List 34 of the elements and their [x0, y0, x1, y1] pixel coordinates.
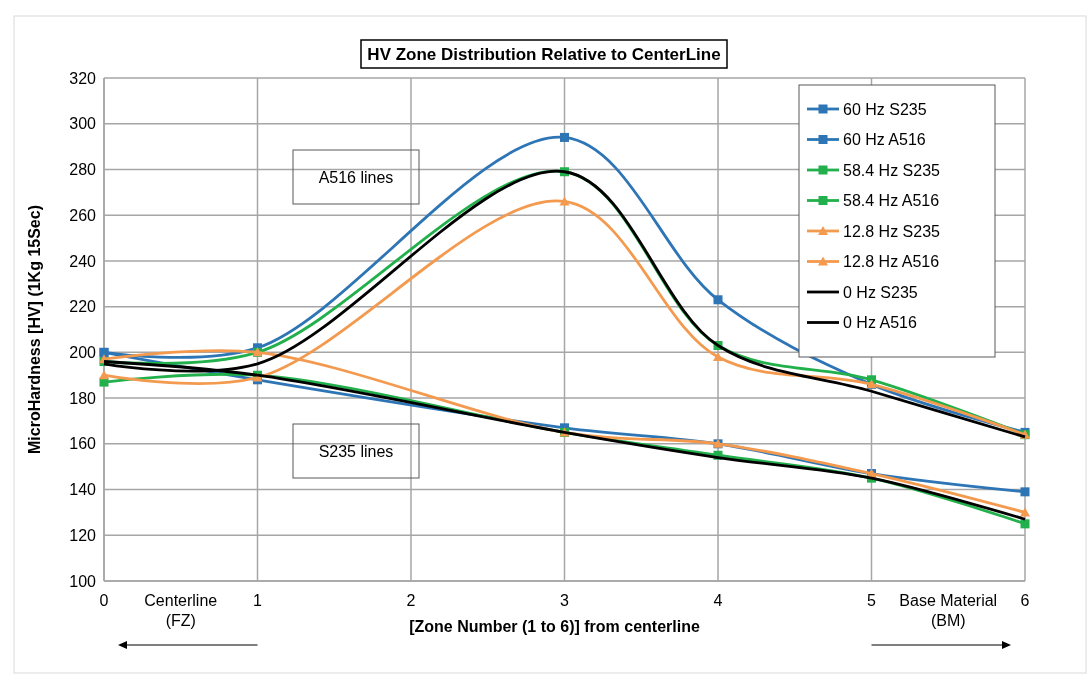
x-tick-label: 2 — [406, 592, 416, 609]
x-tick-label: 6 — [1020, 592, 1030, 609]
y-tick-label: 280 — [69, 161, 97, 179]
text: Base Material (BM) — [899, 592, 998, 629]
annotation: S235 lines — [318, 442, 394, 460]
legend-label: 60 Hz S235 — [843, 100, 927, 118]
x-tick-label: 0 — [99, 592, 109, 609]
y-tick-label: 180 — [69, 389, 97, 407]
y-tick-label: 120 — [69, 526, 97, 544]
legend-label: 12.8 Hz A516 — [843, 253, 940, 271]
legend-label: 58.4 Hz S235 — [843, 161, 941, 179]
chart-title: HV Zone Distribution Relative to CenterLine — [367, 45, 721, 64]
annotation: A516 lines — [318, 168, 394, 186]
y-axis-title: MicroHardness [HV] (1Kg 15Sec) — [26, 205, 43, 454]
x-tick-label: 3 — [560, 592, 570, 609]
y-tick-label: 100 — [69, 572, 97, 590]
y-tick-label: 240 — [69, 252, 97, 270]
y-tick-label: 220 — [69, 298, 97, 316]
y-tick-label: 200 — [69, 343, 97, 361]
text: Centerline (FZ) — [144, 592, 218, 629]
x-tick-label: 1 — [253, 592, 263, 609]
y-tick-label: 140 — [69, 481, 97, 499]
x-axis-title: [Zone Number (1 to 6)] from centerline — [409, 618, 700, 635]
legend-label: 0 Hz A516 — [843, 314, 917, 332]
x-tick-label: 4 — [713, 592, 723, 609]
y-tick-label: 320 — [69, 69, 97, 87]
legend-label: 58.4 Hz A516 — [843, 192, 940, 210]
y-tick-label: 260 — [69, 206, 97, 224]
legend-label: 0 Hz S235 — [843, 283, 918, 301]
y-tick-label: 160 — [69, 435, 97, 453]
legend-label: 12.8 Hz S235 — [843, 222, 941, 240]
legend-label: 60 Hz A516 — [843, 131, 926, 149]
y-tick-label: 300 — [69, 115, 97, 133]
x-tick-label: 5 — [867, 592, 877, 609]
